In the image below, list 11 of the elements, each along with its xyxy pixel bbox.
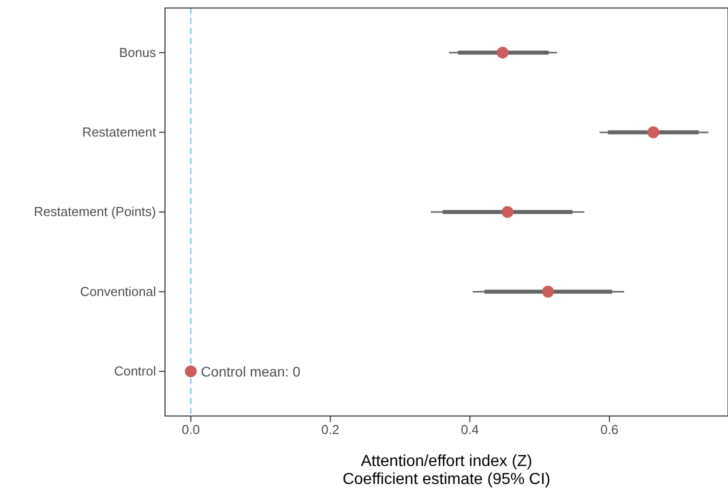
y-tick-label: Control (114, 364, 156, 379)
y-tick-label: Restatement (82, 124, 156, 140)
y-tick-label: Conventional (80, 284, 156, 299)
y-tick-label: Bonus (119, 44, 156, 60)
x-tick-label: 0.4 (460, 422, 479, 438)
x-tick-label: 0.2 (321, 422, 340, 438)
annotation: Control mean: 0 (200, 363, 301, 380)
y-tick-label: Restatement (Points) (34, 204, 156, 220)
x-tick-label: 0.6 (600, 422, 618, 438)
x-tick-label: 0.0 (182, 422, 200, 438)
x-axis-title: Attention/effort index (Z) Coefficient estimate (95% CI) (342, 452, 550, 488)
